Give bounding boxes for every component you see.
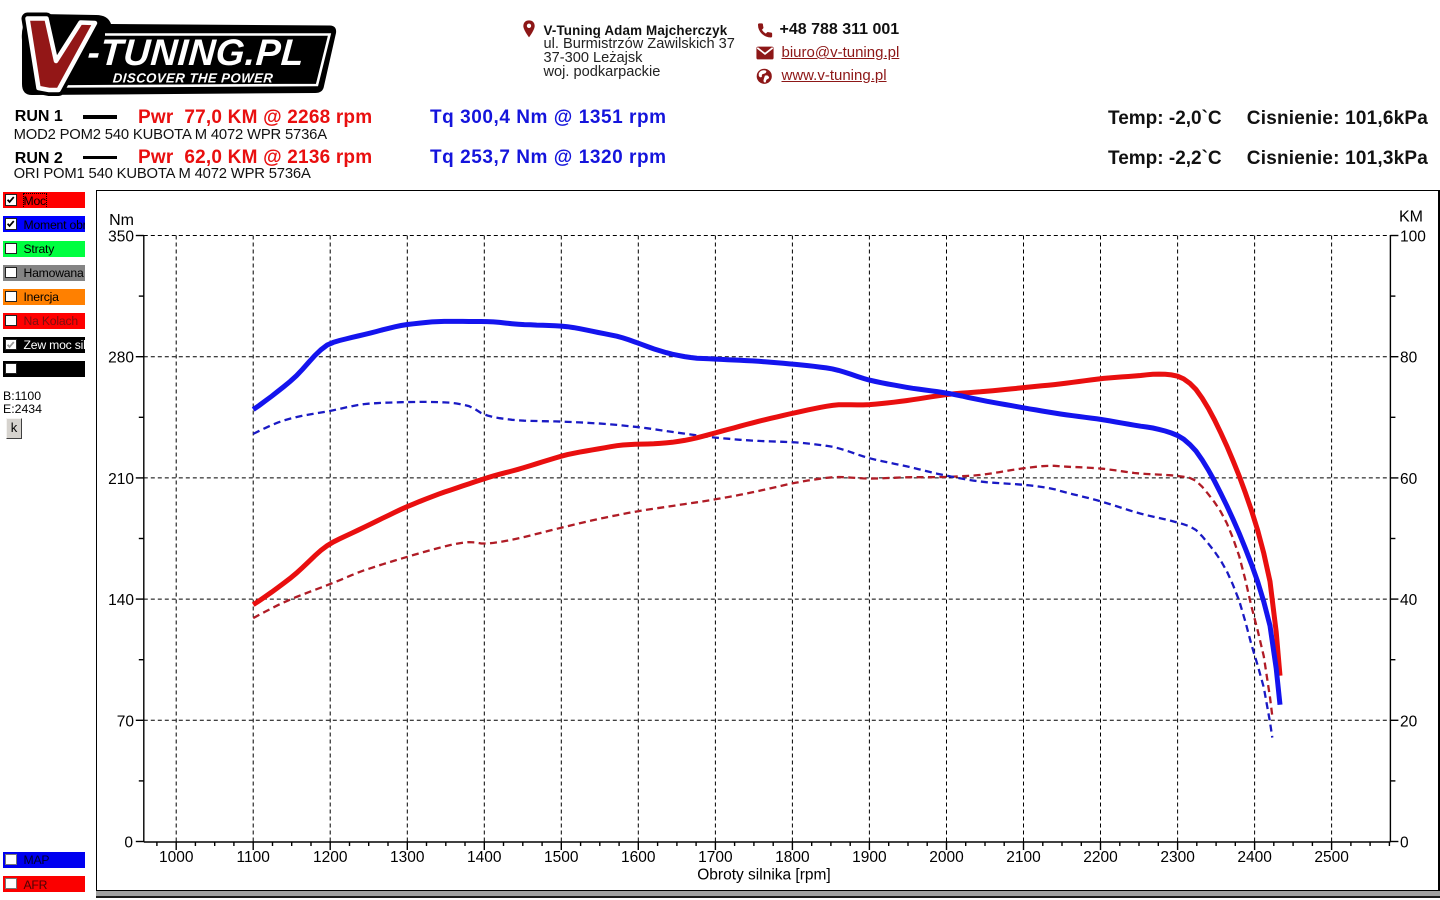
svg-text:140: 140 <box>108 592 134 609</box>
svg-text:20: 20 <box>1400 713 1418 730</box>
svg-text:Nm: Nm <box>109 212 134 229</box>
svg-text:Obroty silnika [rpm]: Obroty silnika [rpm] <box>697 867 831 884</box>
svg-text:60: 60 <box>1400 471 1418 488</box>
svg-text:KM: KM <box>1399 209 1423 226</box>
svg-text:2300: 2300 <box>1160 849 1195 866</box>
svg-text:2000: 2000 <box>929 849 964 866</box>
svg-text:0: 0 <box>124 835 133 852</box>
svg-text:1400: 1400 <box>467 849 502 866</box>
svg-text:1600: 1600 <box>621 849 656 866</box>
svg-text:1200: 1200 <box>313 849 348 866</box>
svg-text:1500: 1500 <box>544 849 579 866</box>
svg-text:2500: 2500 <box>1314 849 1349 866</box>
svg-text:DISCOVER THE POWER: DISCOVER THE POWER <box>112 71 274 86</box>
svg-text:-TUNING.PL: -TUNING.PL <box>86 31 306 73</box>
svg-text:1800: 1800 <box>775 849 810 866</box>
svg-text:1000: 1000 <box>159 849 194 866</box>
svg-text:2200: 2200 <box>1083 849 1118 866</box>
svg-text:280: 280 <box>108 350 134 367</box>
svg-text:1300: 1300 <box>390 849 425 866</box>
svg-text:1700: 1700 <box>698 849 733 866</box>
svg-text:80: 80 <box>1400 350 1418 367</box>
svg-text:2400: 2400 <box>1237 849 1272 866</box>
svg-text:0: 0 <box>1400 835 1409 852</box>
svg-text:350: 350 <box>108 229 134 246</box>
svg-text:70: 70 <box>117 713 135 730</box>
svg-text:210: 210 <box>108 471 134 488</box>
svg-text:1100: 1100 <box>237 849 271 866</box>
svg-text:1900: 1900 <box>852 849 887 866</box>
svg-text:100: 100 <box>1400 229 1426 246</box>
svg-text:2100: 2100 <box>1006 849 1041 866</box>
svg-text:40: 40 <box>1400 592 1418 609</box>
